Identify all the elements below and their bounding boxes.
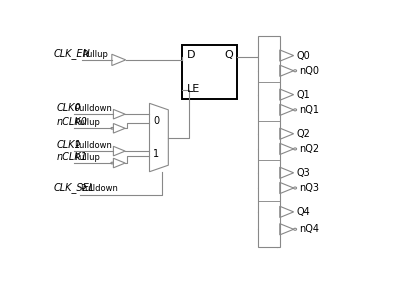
Text: Pulldown: Pulldown — [81, 184, 118, 193]
Text: CLK1: CLK1 — [57, 140, 82, 150]
Text: Q2: Q2 — [296, 129, 310, 139]
Text: Q3: Q3 — [296, 168, 310, 178]
Text: nQ4: nQ4 — [299, 224, 319, 234]
Text: nCLK1: nCLK1 — [57, 152, 88, 162]
Text: Q: Q — [225, 50, 234, 60]
Text: nQ1: nQ1 — [299, 105, 319, 115]
Text: CLK_EN: CLK_EN — [54, 48, 90, 59]
Text: Pulldown: Pulldown — [74, 141, 112, 150]
Text: CLK_SEL: CLK_SEL — [54, 182, 95, 193]
Bar — [182, 45, 237, 99]
Text: Pullup: Pullup — [74, 118, 100, 127]
Text: Pullup: Pullup — [74, 153, 100, 162]
Text: 1: 1 — [153, 149, 160, 159]
Text: Pulldown: Pulldown — [74, 104, 112, 113]
Text: Q0: Q0 — [296, 50, 310, 61]
Text: Q4: Q4 — [296, 207, 310, 217]
Text: nCLK0: nCLK0 — [57, 117, 88, 127]
Text: CLK0: CLK0 — [57, 103, 82, 113]
Text: Q1: Q1 — [296, 90, 310, 100]
Text: LE: LE — [187, 83, 200, 94]
Text: nQ3: nQ3 — [299, 183, 319, 193]
Text: 0: 0 — [153, 116, 160, 126]
Text: Pullup: Pullup — [82, 50, 108, 59]
Bar — [258, 36, 280, 247]
Text: nQ0: nQ0 — [299, 66, 319, 76]
Text: nQ2: nQ2 — [299, 144, 319, 154]
Text: D: D — [187, 50, 196, 60]
